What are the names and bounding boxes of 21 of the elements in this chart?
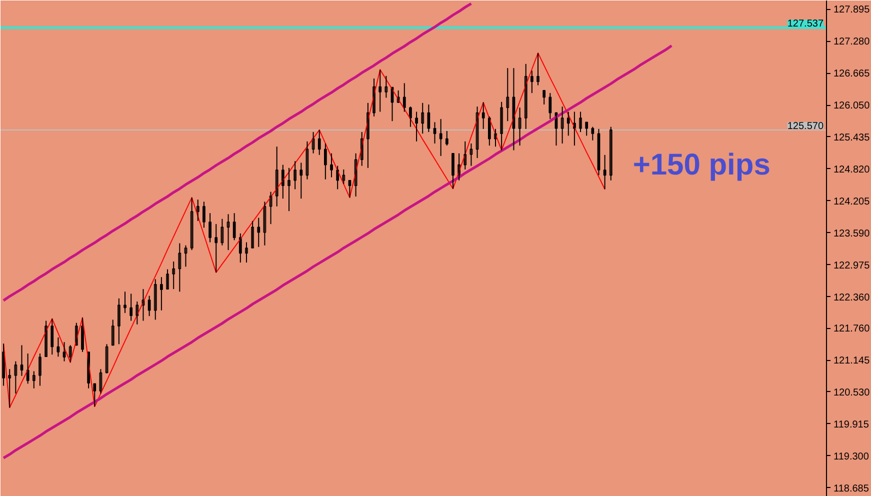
annotation: +150 pips	[632, 148, 770, 182]
y-tick-label: 124.820	[834, 164, 870, 176]
y-tick-label: 118.685	[834, 483, 870, 494]
line-series	[2, 2, 472, 302]
ref-line-label: 127.537	[787, 18, 824, 30]
y-tick-label: 127.895	[834, 4, 870, 16]
y-tick-label: 122.975	[834, 260, 870, 272]
y-tick-label: 119.300	[834, 451, 870, 462]
y-tick-label: 126.050	[834, 100, 870, 112]
y-tick-label: 119.915	[834, 419, 870, 430]
y-tick-label: 120.530	[834, 387, 870, 398]
ref-line-label: 125.570	[787, 120, 824, 132]
line-series	[3, 52, 606, 408]
y-tick-label: 123.590	[834, 228, 870, 240]
y-tick-label: 125.435	[834, 132, 870, 144]
y-tick-label: 121.145	[834, 356, 870, 367]
y-tick-label: 126.665	[834, 68, 870, 80]
y-tick-label: 122.360	[834, 292, 870, 304]
y-tick-label: 121.760	[834, 324, 870, 335]
y-tick-label: 124.205	[834, 196, 870, 208]
y-tick-label: 127.280	[834, 36, 870, 48]
